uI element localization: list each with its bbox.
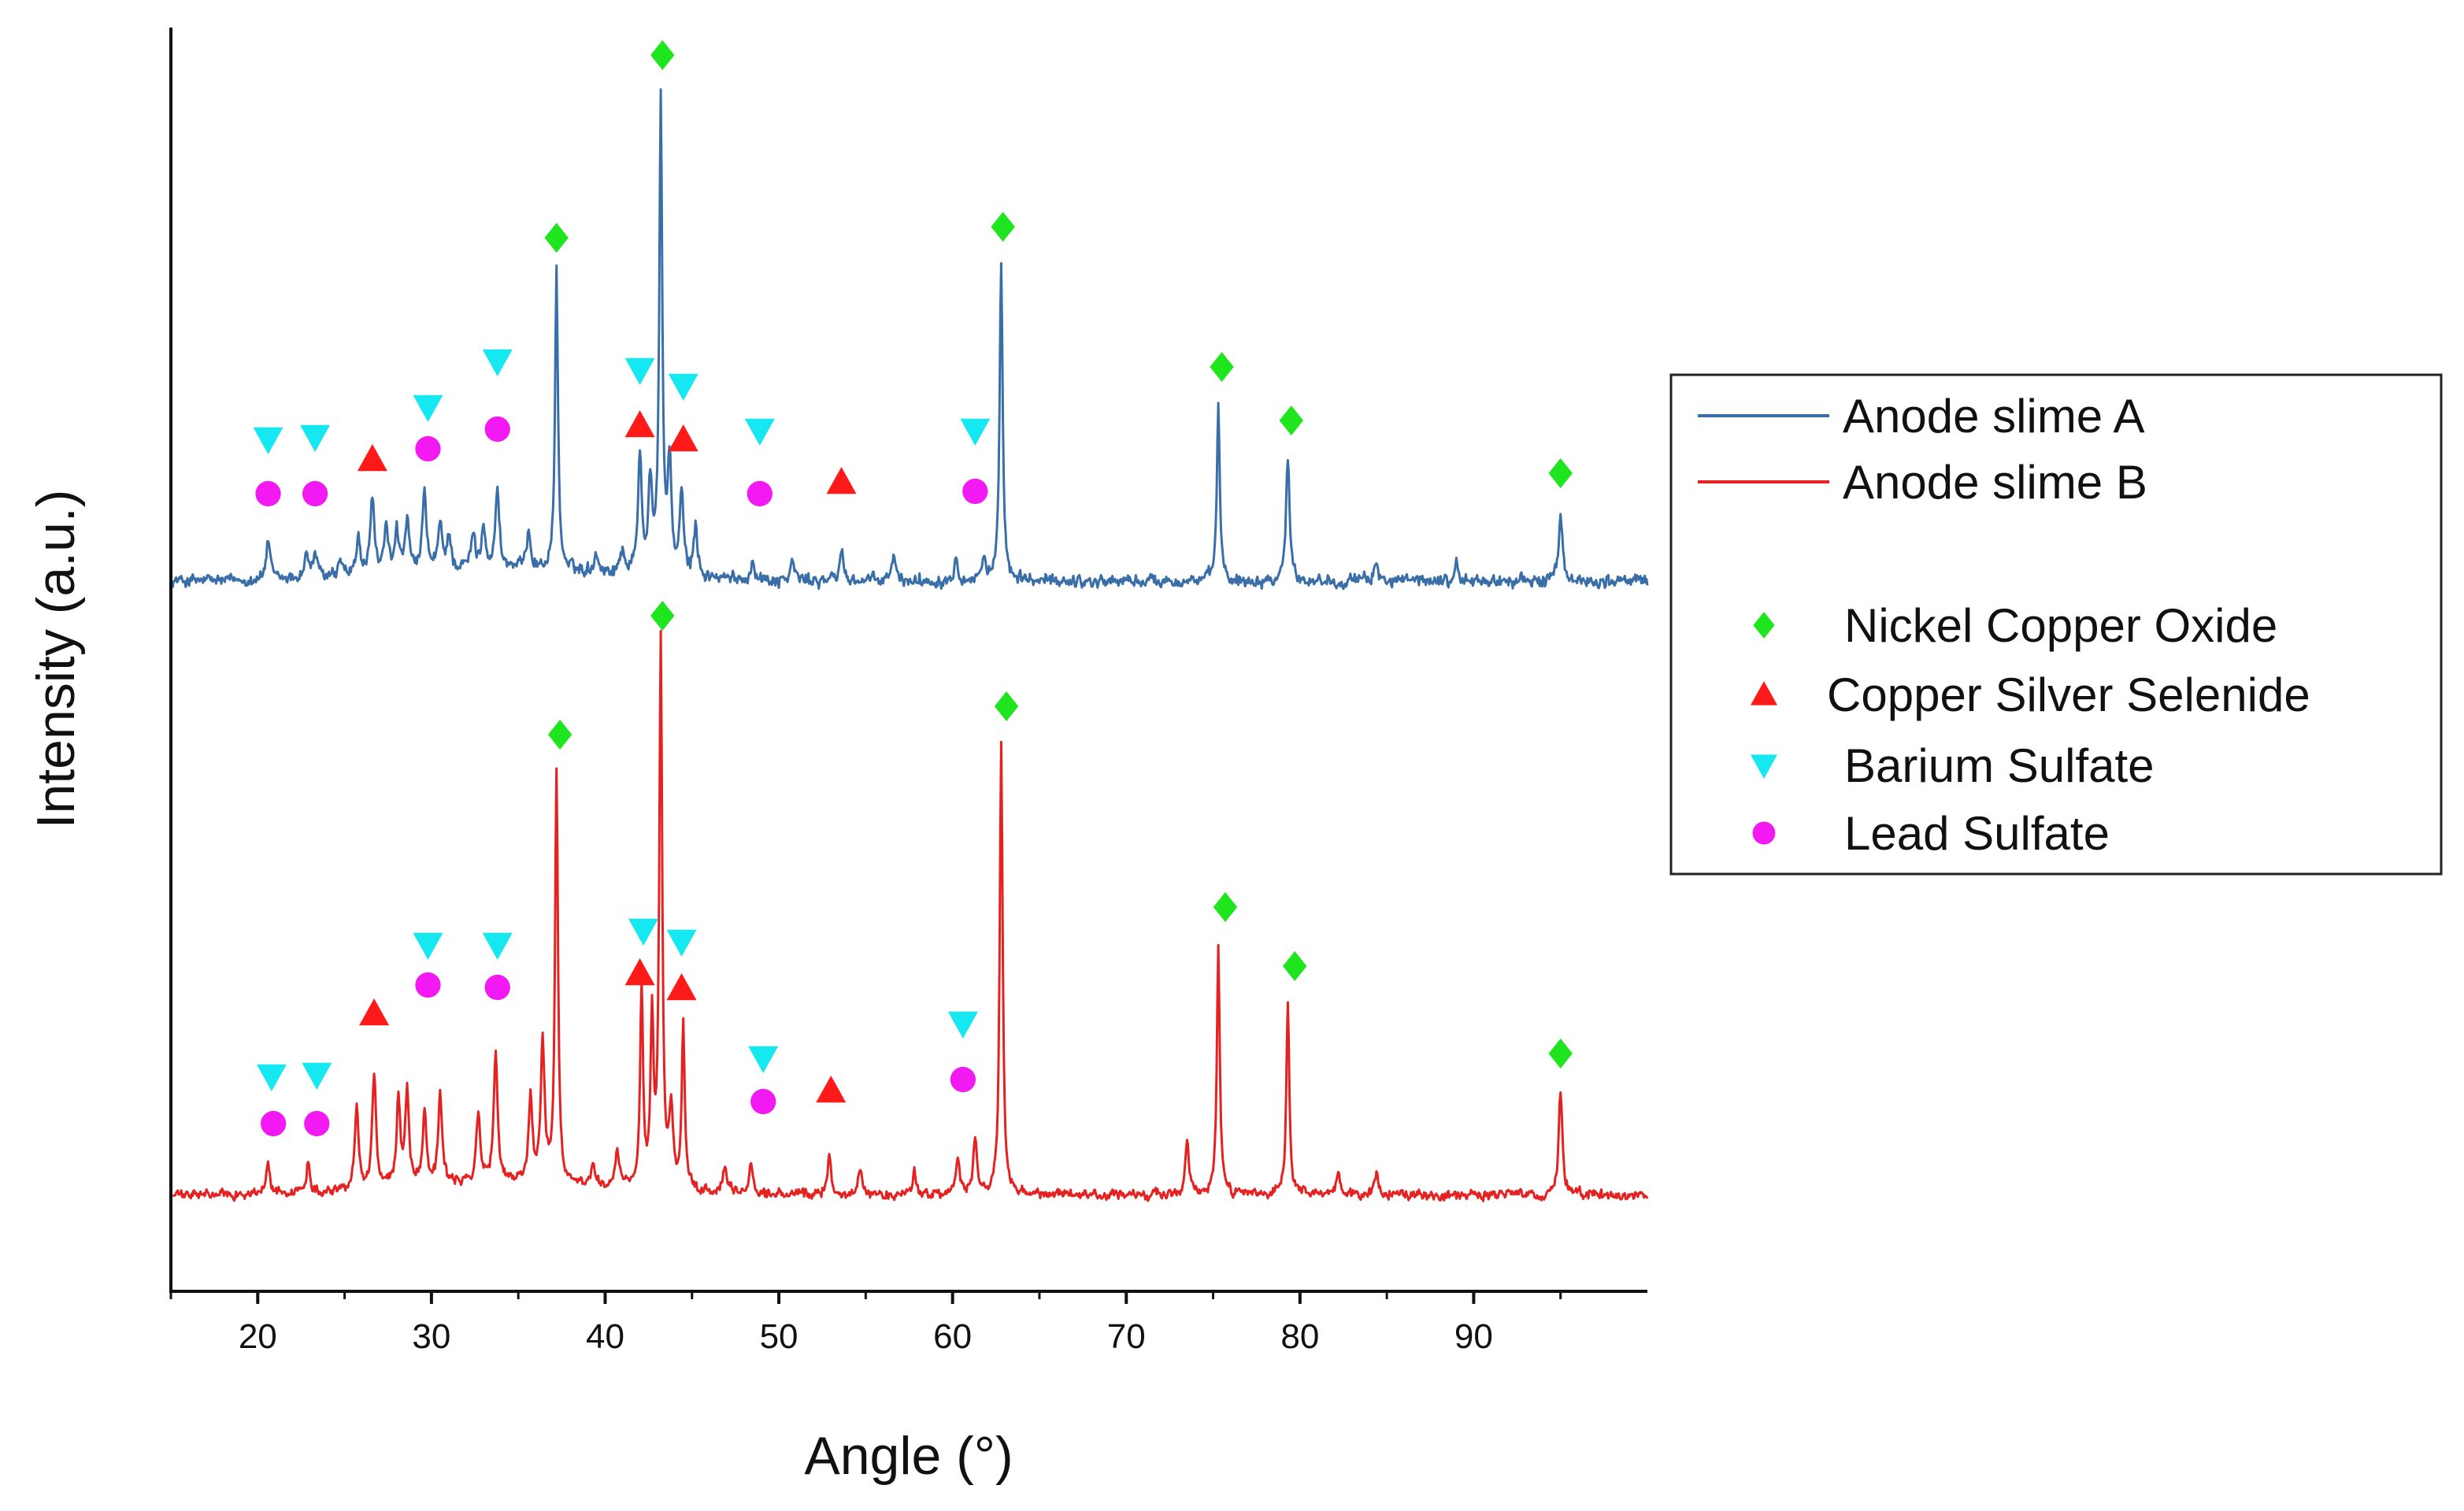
diamond-marker <box>1548 458 1573 488</box>
triangle-down-marker <box>666 929 697 957</box>
x-tick-label: 20 <box>239 1317 277 1356</box>
triangle-down-marker <box>300 424 331 452</box>
circle-marker <box>950 1066 976 1093</box>
diamond-marker <box>547 720 572 750</box>
legend-label: Barium Sulfate <box>1844 739 2155 792</box>
series-line <box>172 629 1649 1202</box>
circle-marker <box>255 480 281 507</box>
x-tick-label: 60 <box>933 1317 972 1356</box>
triangle-down-marker <box>1751 754 1777 779</box>
x-tick-label: 70 <box>1107 1317 1146 1356</box>
legend-label: Anode slime A <box>1843 390 2145 443</box>
triangle-down-marker <box>256 1064 287 1091</box>
diamond-marker <box>994 691 1019 721</box>
triangle-down-marker <box>482 349 513 376</box>
axes: 20 30 40 50 60 70 80 90 <box>169 28 1647 1356</box>
triangle-down-marker <box>624 357 655 385</box>
triangle-up-marker <box>1751 681 1777 706</box>
triangle-down-marker <box>960 418 991 446</box>
triangle-down-marker <box>413 932 443 960</box>
circle-marker <box>484 974 510 1001</box>
circle-marker <box>962 478 988 505</box>
circle-marker <box>750 1088 776 1115</box>
circle-marker <box>302 480 328 507</box>
legend-label: Nickel Copper Oxide <box>1844 599 2277 652</box>
x-tick-label: 90 <box>1454 1317 1493 1356</box>
x-tick-label: 80 <box>1280 1317 1319 1356</box>
diamond-marker <box>1753 612 1775 639</box>
diamond-marker <box>650 601 675 631</box>
x-axis-title: Angle (°) <box>804 1426 1013 1486</box>
diamond-marker <box>1548 1039 1573 1068</box>
triangle-up-marker <box>668 424 698 452</box>
circle-marker <box>1752 821 1776 845</box>
triangle-down-marker <box>482 932 513 960</box>
legend-frame <box>1669 373 2443 876</box>
triangle-down-marker <box>947 1011 978 1039</box>
triangle-up-marker <box>666 973 697 1001</box>
diamond-marker <box>991 212 1015 242</box>
diamond-marker <box>1283 951 1307 981</box>
triangle-down-marker <box>413 394 443 422</box>
legend-label: Lead Sulfate <box>1844 807 2110 860</box>
x-ticks: 20 30 40 50 60 70 80 90 <box>169 1291 1562 1356</box>
triangle-down-marker <box>668 373 698 401</box>
legend-label: Anode slime B <box>1843 456 2147 509</box>
circle-marker <box>415 972 441 998</box>
legend-label: Copper Silver Selenide <box>1827 668 2310 721</box>
circle-marker <box>415 435 441 462</box>
triangle-up-marker <box>816 1076 847 1103</box>
y-axis-title: Intensity (a.u.) <box>26 490 86 829</box>
circle-marker <box>747 480 773 507</box>
triangle-up-marker <box>826 467 857 494</box>
diamond-marker <box>650 40 675 70</box>
diamond-marker <box>544 223 569 253</box>
diffraction-traces <box>171 88 1649 1202</box>
x-tick-label: 50 <box>760 1317 798 1356</box>
circle-marker <box>304 1110 330 1137</box>
series-line <box>171 88 1649 591</box>
triangle-up-marker <box>357 444 387 472</box>
circle-marker <box>260 1110 287 1137</box>
triangle-down-marker <box>628 918 658 946</box>
diamond-marker <box>1213 892 1238 922</box>
triangle-down-marker <box>748 1046 779 1073</box>
triangle-down-marker <box>253 427 283 454</box>
circle-marker <box>484 416 510 443</box>
diamond-marker <box>1210 352 1234 382</box>
legend: Anode slime A Anode slime B Nickel Copper … <box>1669 373 2443 876</box>
x-tick-label: 40 <box>586 1317 624 1356</box>
triangle-down-marker <box>302 1062 332 1090</box>
triangle-down-marker <box>744 418 775 446</box>
triangle-up-marker <box>624 410 655 438</box>
x-tick-label: 30 <box>412 1317 450 1356</box>
phase-markers <box>253 40 1573 1137</box>
triangle-up-marker <box>624 958 655 986</box>
diamond-marker <box>1279 406 1303 435</box>
triangle-up-marker <box>359 998 390 1026</box>
